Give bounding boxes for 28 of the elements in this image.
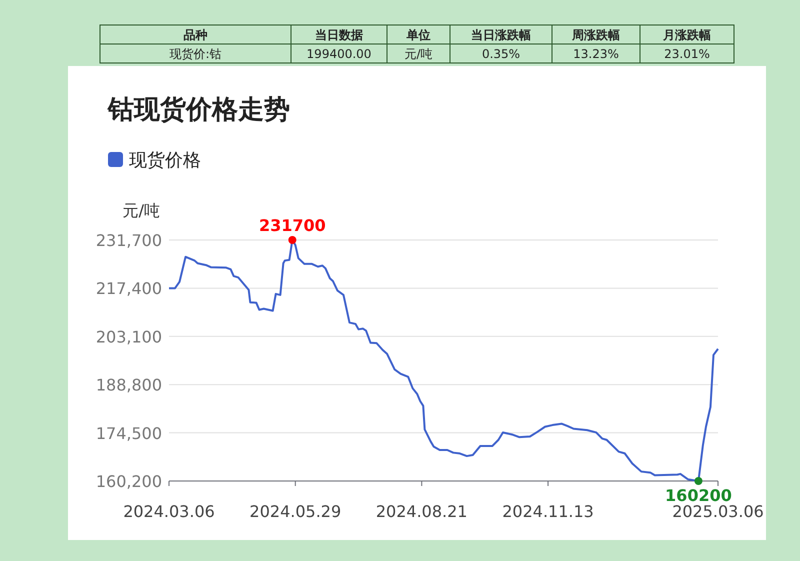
- category-label: 月涨跌幅: [662, 28, 711, 42]
- text: 13.23%: [573, 47, 619, 61]
- y-tick-label: 231,700: [96, 231, 162, 250]
- y-tick-label: 203,100: [96, 327, 162, 346]
- x-tick-label: 2025.03.06: [672, 502, 764, 521]
- category-label: 单位: [406, 28, 430, 42]
- category-label: 品种: [184, 28, 208, 42]
- annotation: 160200: [665, 486, 732, 505]
- x-tick-label: 2024.03.06: [123, 502, 215, 521]
- text: 现货价:钴: [169, 47, 222, 61]
- y-tick-label: 188,800: [96, 376, 162, 395]
- chart-title: 钴现货价格走势: [107, 95, 290, 125]
- annotation: 231700: [258, 216, 326, 235]
- text: 23.01%: [664, 47, 710, 61]
- text: 199400.00: [306, 47, 372, 61]
- legend-label: 现货价格: [129, 150, 201, 171]
- text: 元/吨: [404, 47, 433, 61]
- x-tick-label: 2024.08.21: [376, 502, 468, 521]
- category-label: 当日数据: [315, 28, 363, 42]
- category-label: 周涨跌幅: [571, 28, 620, 42]
- x-tick-label: 2024.05.29: [250, 502, 342, 521]
- y-axis-title: 元/吨: [122, 201, 160, 220]
- category-label: 当日涨跌幅: [471, 28, 531, 42]
- y-tick-label: 174,500: [96, 424, 162, 443]
- text: 0.35%: [482, 47, 520, 61]
- x-tick-label: 2024.11.13: [502, 502, 594, 521]
- y-tick-label: 160,200: [96, 472, 162, 491]
- y-tick-label: 217,400: [96, 279, 162, 298]
